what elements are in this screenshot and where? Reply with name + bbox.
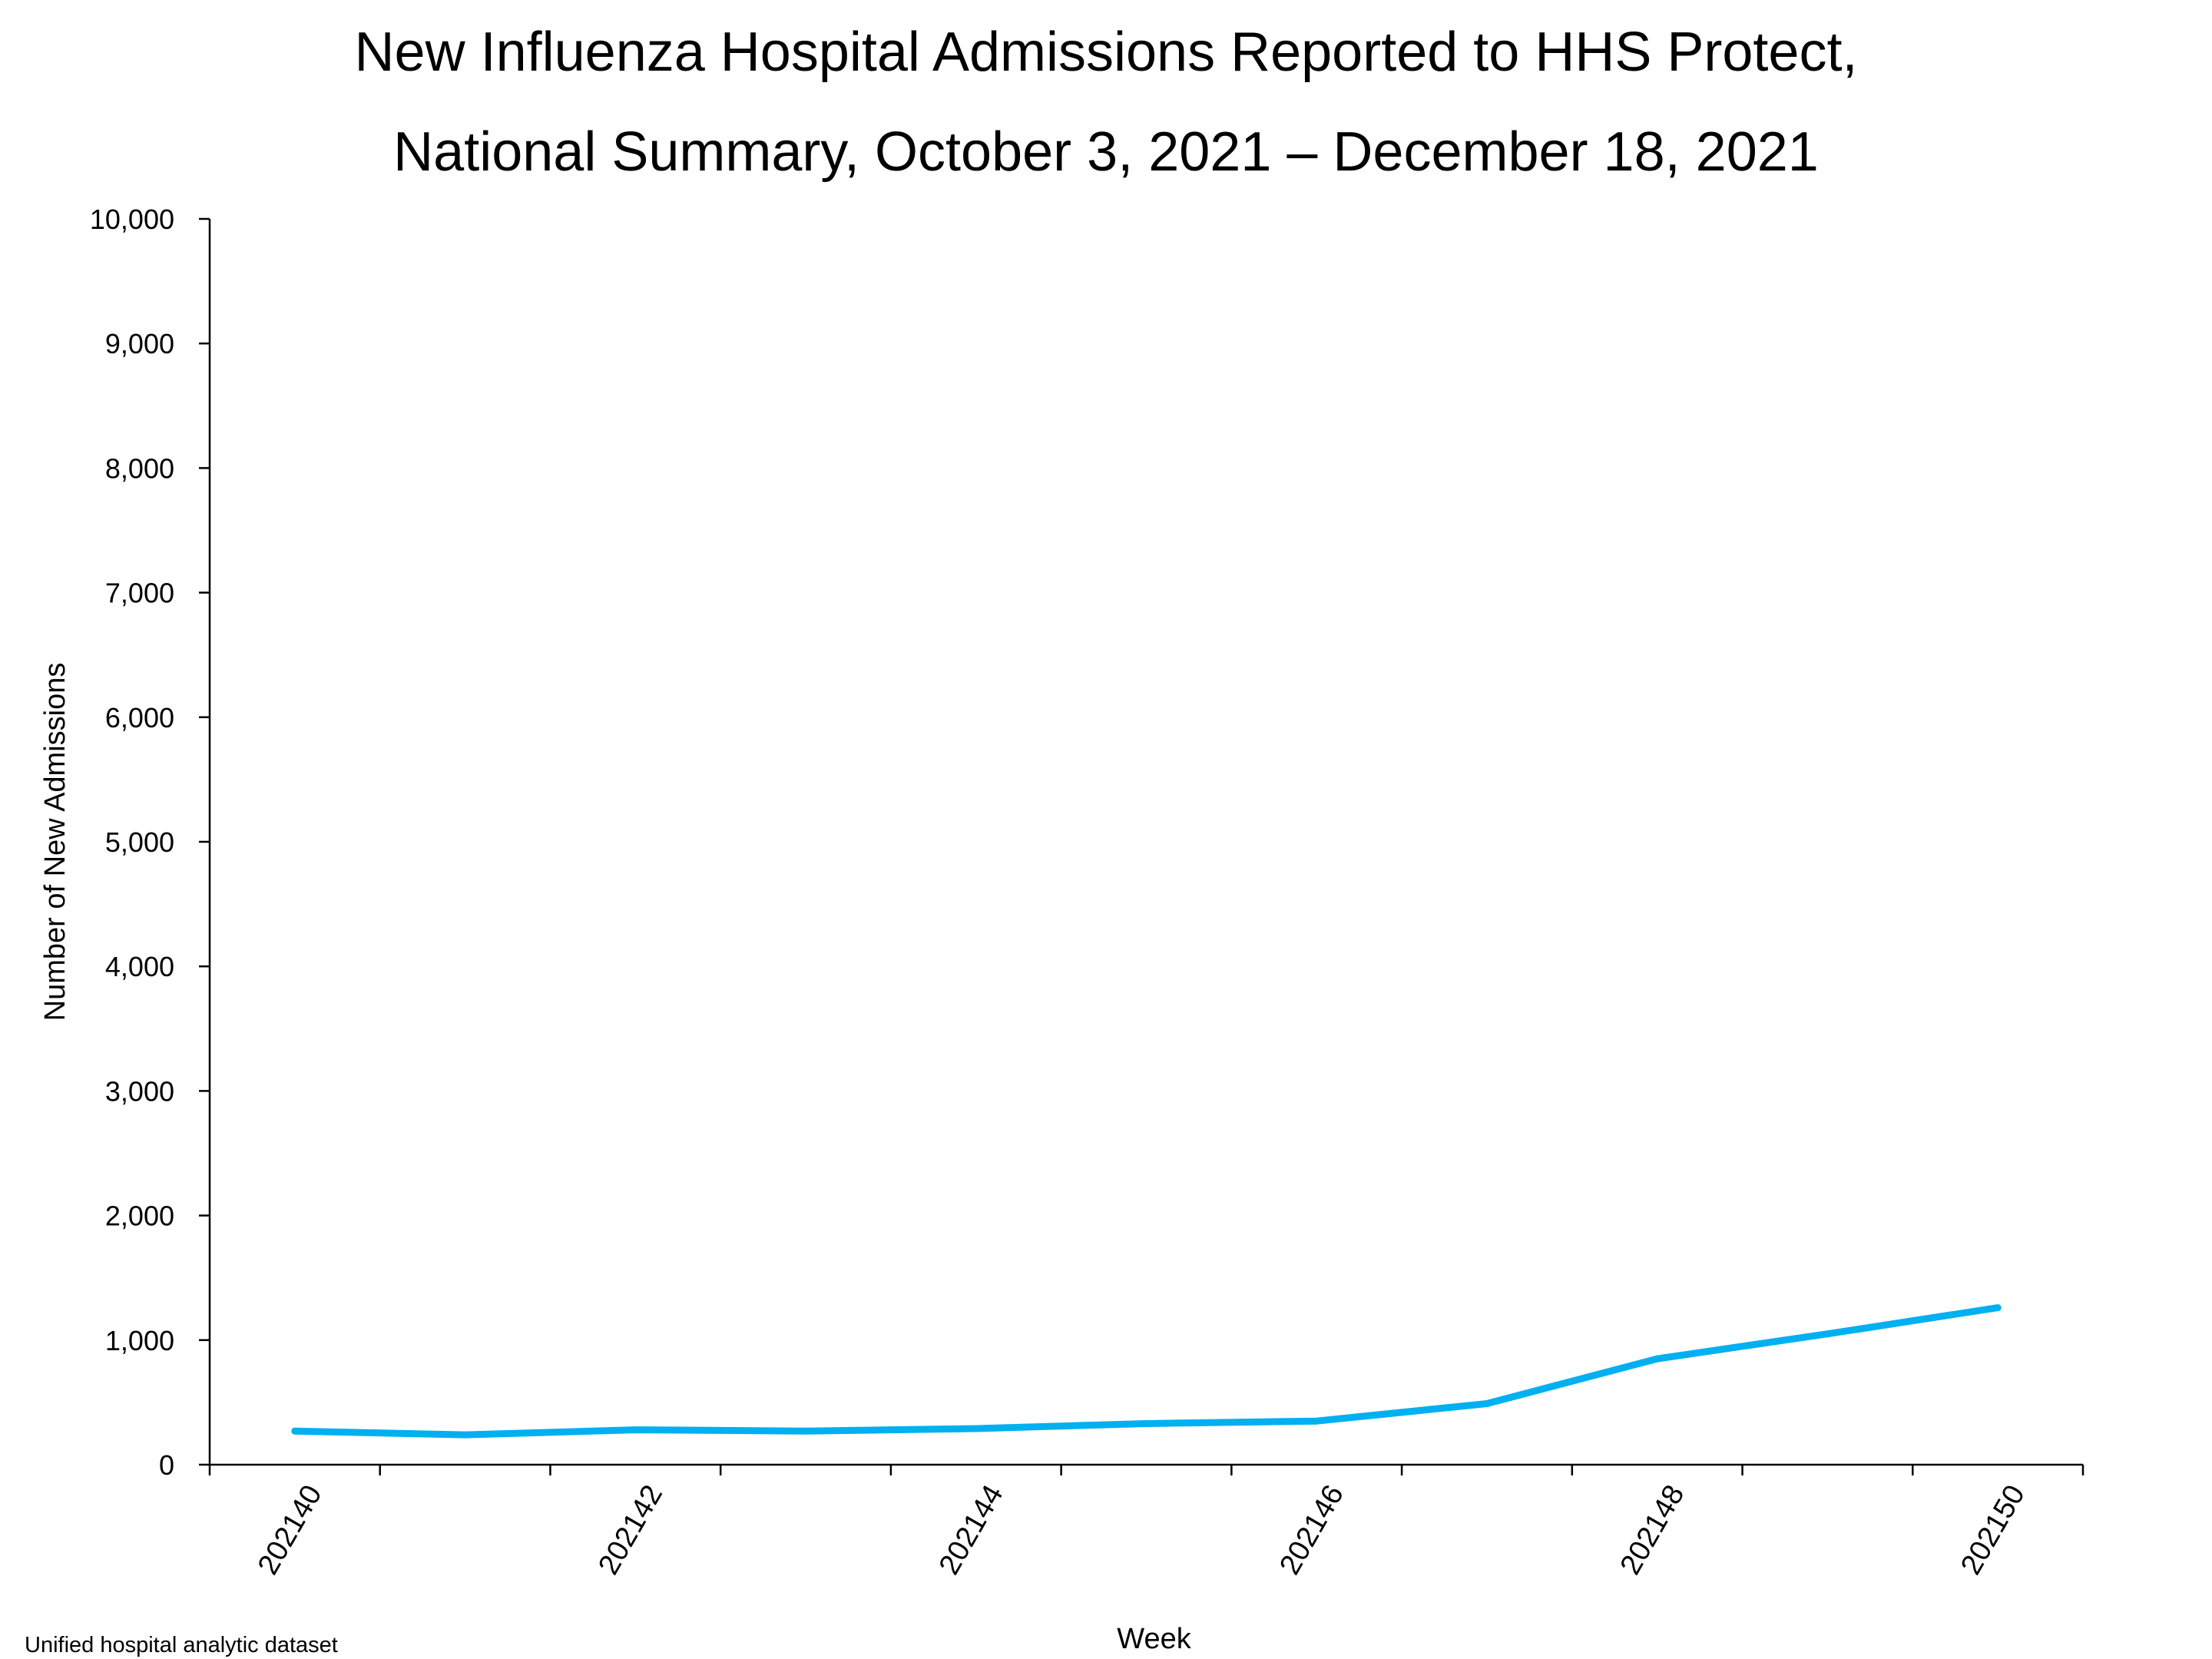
data-point: [1823, 1330, 1831, 1338]
y-axis: 0 1,000 2,000 3,000 4,000 5,000 6,000 7,000 8,00…: [90, 204, 211, 1481]
data-point: [1313, 1417, 1320, 1425]
y-tick-label: 1,000: [105, 1325, 174, 1356]
series-layer: [291, 1304, 2002, 1439]
data-point: [1994, 1304, 2002, 1312]
y-tick-label: 7,000: [105, 578, 174, 609]
data-point: [631, 1426, 639, 1434]
x-axis-label: Week: [1117, 1623, 1191, 1655]
data-point: [291, 1427, 299, 1435]
chart-title-line-1: New Influenza Hospital Admissions Report…: [354, 22, 1858, 83]
x-tick-label: 202150: [1955, 1480, 2032, 1581]
x-axis: 202140 202142 202144 202146 202148 202150: [208, 1463, 2085, 1581]
y-tick-label: 8,000: [105, 452, 174, 484]
y-tick-label: 4,000: [105, 951, 174, 982]
y-tick-label: 2,000: [105, 1200, 174, 1232]
y-tick-label: 9,000: [105, 328, 174, 359]
y-tick-label: 0: [159, 1449, 174, 1481]
series-line: [291, 1304, 2002, 1439]
data-point: [462, 1431, 469, 1439]
x-tick-label: 202148: [1614, 1480, 1691, 1581]
y-tick-label: 3,000: [105, 1075, 174, 1107]
y-tick-label: 6,000: [105, 702, 174, 733]
chart-title-line-2: National Summary, October 3, 2021 – Dece…: [393, 121, 1819, 183]
source-note: Unified hospital analytic dataset: [25, 1633, 338, 1657]
x-tick-label: 202140: [252, 1480, 329, 1581]
data-point: [1483, 1400, 1491, 1408]
x-tick-label: 202146: [1273, 1480, 1350, 1581]
y-axis-label: Number of New Admissions: [39, 663, 71, 1022]
data-point: [1654, 1355, 1661, 1363]
x-tick-label: 202144: [933, 1480, 1010, 1581]
y-tick-label: 10,000: [90, 204, 174, 235]
x-tick-label: 202142: [592, 1480, 669, 1581]
y-tick-label: 5,000: [105, 826, 174, 858]
data-point: [972, 1425, 980, 1432]
data-point: [802, 1427, 810, 1435]
data-point: [1143, 1419, 1150, 1427]
